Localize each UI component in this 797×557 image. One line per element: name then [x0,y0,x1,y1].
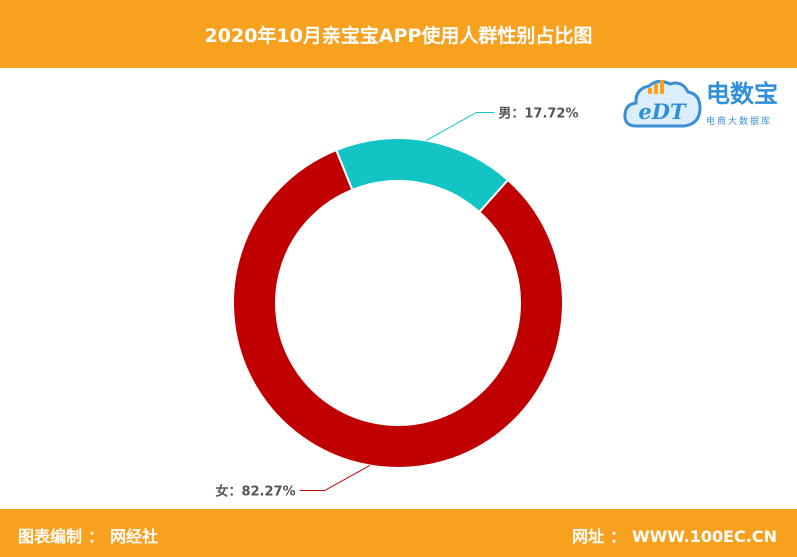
footer-credit-label: 图表编制 [18,527,83,546]
chart-title: 2020年10月亲宝宝APP使用人群性别占比图 [204,24,593,47]
footer-credit: 图表编制：网经社 [18,527,159,546]
chart-title-bar: 2020年10月亲宝宝APP使用人群性别占比图 [0,0,797,68]
donut-slice-0 [334,137,510,214]
logo: eDT 电数宝 电商大数据库 [622,72,794,134]
logo-name: 电数宝 [706,80,778,108]
footer-website-value: WWW.100EC.CN [632,527,777,546]
leader-line-0 [426,111,495,141]
donut-chart: 男：17.72% 女：82.27% [215,106,578,500]
data-label-0: 男：17.72% [498,106,578,121]
footer-website: 网址： WWW.100EC.CN [571,527,777,546]
leader-line-1 [299,465,370,492]
logo-icon-text: eDT [638,99,687,124]
cloud-logo-icon: eDT [623,79,702,128]
footer-credit-value: 网经社 [110,527,159,546]
logo-tagline: 电商大数据库 [706,117,773,127]
data-label-1: 女：82.27% [215,484,295,500]
footer-bar: 图表编制：网经社 网址： WWW.100EC.CN [0,509,797,557]
donut-slice-1 [232,148,564,469]
footer-website-label: 网址 [571,527,604,546]
